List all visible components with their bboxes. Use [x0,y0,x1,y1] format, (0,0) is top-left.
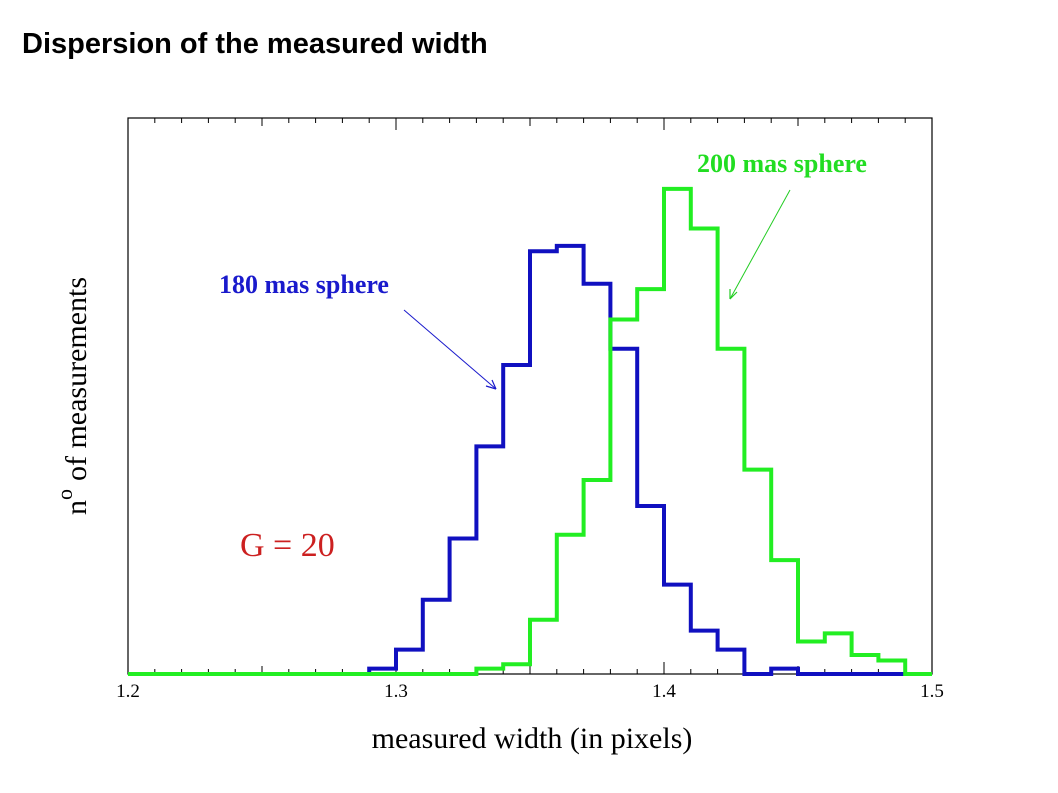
annotation-g-20: G = 20 [240,527,335,564]
y-axis-label-base: n [60,500,93,515]
x-tick-label: 1.4 [652,681,676,702]
y-axis-label-rest: of measurements [60,277,93,481]
arrow-200-mas [729,189,791,300]
annotation-200-mas: 200 mas sphere [697,149,867,178]
x-tick-label: 1.3 [384,681,408,702]
arrowhead-200-mas [729,289,738,300]
page-title: Dispersion of the measured width [22,28,488,60]
series-line-180-mas [128,243,932,676]
x-tick-label: 1.2 [116,681,140,702]
plot-frame [127,117,933,675]
x-tick-label: 1.5 [920,681,944,702]
svg-text:noof measurements: no of measurements [52,277,93,515]
x-axis-label: measured width (in pixels) [372,722,693,755]
annotation-180-mas: 180 mas sphere [219,270,389,299]
y-axis-label-sup: o [52,489,77,500]
arrowhead-180-mas [485,379,497,390]
arrow-180-mas [403,309,497,390]
series-line-200-mas [128,186,932,676]
y-axis-label: no of measurements [52,277,93,515]
